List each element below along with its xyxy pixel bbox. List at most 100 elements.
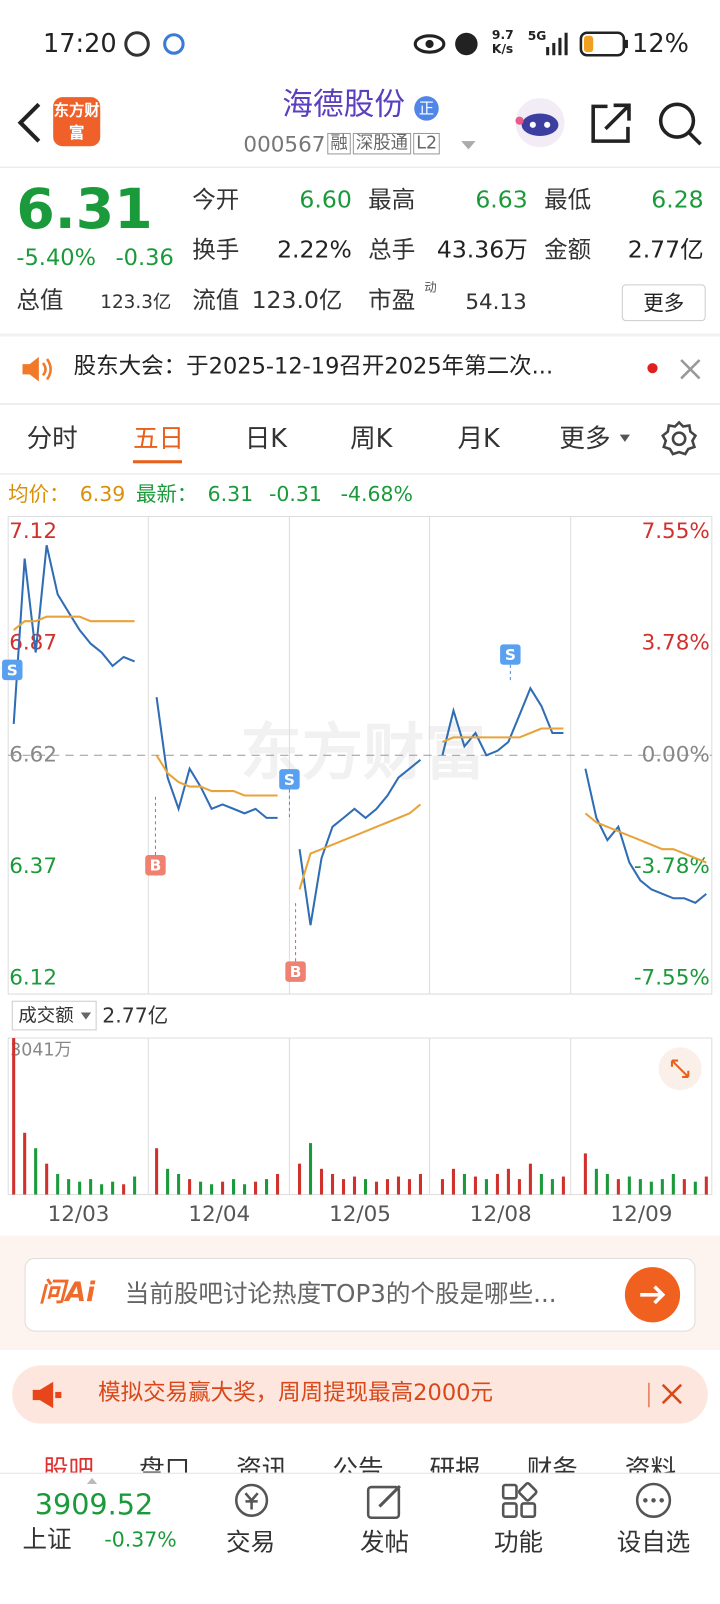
sub-tab[interactable]: 研报	[429, 1454, 481, 1473]
function-icon[interactable]	[497, 1481, 542, 1522]
volume-bar	[495, 1173, 499, 1195]
trade-marker	[145, 855, 166, 876]
tab[interactable]: 月K	[457, 423, 500, 454]
notice-text[interactable]: 股东大会：于2025-12-19召开2025年第二次...	[73, 353, 554, 380]
signal-battery	[546, 31, 628, 57]
volume-bar	[188, 1179, 192, 1195]
volume-bar	[308, 1143, 313, 1195]
nav-item[interactable]: 交易	[226, 1527, 276, 1557]
volume-bar	[319, 1168, 324, 1195]
x-tick-label: 12/09	[611, 1202, 673, 1227]
volume-bar	[34, 1148, 38, 1195]
sub-tab[interactable]: 资讯	[236, 1454, 288, 1473]
nav-arrow	[86, 1477, 98, 1484]
tab[interactable]: 日K	[244, 423, 288, 454]
volume-total: 2.77亿	[102, 1004, 168, 1028]
post-icon[interactable]	[363, 1481, 408, 1522]
volume-label[interactable]: 成交额	[18, 1006, 73, 1027]
ai-brand: 问Ai	[38, 1277, 96, 1309]
nav-item[interactable]: 功能	[493, 1527, 544, 1557]
volume-selector[interactable]	[11, 1000, 97, 1031]
share-button[interactable]	[589, 100, 634, 145]
latest-change: -0.31	[268, 481, 322, 507]
promo-banner[interactable]	[12, 1365, 708, 1424]
index-name[interactable]: 上证	[22, 1524, 72, 1554]
day-dividers	[147, 516, 572, 1195]
volume-bar	[627, 1176, 631, 1195]
volume-tick-label: 3041万	[10, 1040, 72, 1060]
avg-label: 均价：	[8, 481, 70, 507]
y-tick-label: 6.12	[9, 966, 57, 991]
field-value: 54.13	[465, 289, 527, 314]
volume-bar	[111, 1181, 115, 1195]
volume-bar	[100, 1184, 104, 1195]
status-icons	[413, 32, 478, 56]
app-logo[interactable]: 东方财富	[53, 97, 101, 147]
change-pct: -5.40%	[16, 245, 96, 272]
tag: 深股通	[352, 132, 412, 155]
close-promo[interactable]	[661, 1383, 684, 1406]
sub-tab[interactable]: 资料	[624, 1454, 677, 1473]
volume-bar	[550, 1179, 554, 1195]
volume-bar	[704, 1176, 708, 1195]
sub-tab[interactable]: 公告	[332, 1454, 384, 1473]
dropdown-arrow[interactable]	[460, 139, 476, 151]
nav-item[interactable]: 设自选	[616, 1527, 691, 1557]
volume-bar	[682, 1179, 686, 1195]
volume-bar	[254, 1181, 258, 1195]
back-button[interactable]	[14, 100, 45, 145]
volume-bar	[407, 1179, 412, 1195]
net-speed-unit: K/s	[491, 41, 514, 57]
assistant-icon[interactable]	[511, 96, 568, 149]
ai-send-button[interactable]	[624, 1266, 681, 1323]
field-label: 最高	[368, 187, 416, 214]
trade-marker	[279, 769, 300, 790]
trade-icon[interactable]	[229, 1481, 274, 1522]
dropdown-arrow	[619, 434, 631, 442]
status-icons-left	[124, 31, 185, 57]
promo-text[interactable]: 模拟交易赢大奖，周周提现最高2000元	[98, 1380, 493, 1407]
sub-tab[interactable]: 盘口	[139, 1454, 191, 1473]
pe-superscript: 动	[424, 280, 437, 295]
trade-marker-label: B	[290, 963, 302, 981]
volume-bar	[594, 1168, 598, 1195]
search-button[interactable]	[657, 100, 704, 147]
more-button[interactable]: 更多	[621, 284, 706, 322]
y-tick-label: 7.12	[9, 519, 57, 544]
volume-bar	[616, 1179, 620, 1195]
volume-bar	[473, 1176, 477, 1195]
last-price: 6.31	[16, 176, 153, 242]
field-value: 6.28	[651, 187, 704, 214]
ai-input[interactable]	[24, 1257, 696, 1332]
field-label: 总值	[16, 287, 64, 314]
field-label: 金额	[544, 237, 592, 264]
sub-tab[interactable]: 股吧	[42, 1454, 95, 1473]
index-value[interactable]: 3909.52	[34, 1488, 154, 1522]
volume-bar	[352, 1176, 357, 1195]
divider	[0, 333, 720, 337]
tab-active[interactable]: 五日	[132, 423, 185, 454]
index-change[interactable]: -0.37%	[104, 1526, 177, 1552]
tag: L2	[413, 132, 441, 155]
tab[interactable]: 分时	[26, 423, 78, 454]
tab[interactable]: 周K	[350, 423, 393, 454]
field-value: 43.36万	[436, 237, 528, 264]
dropdown-arrow	[80, 1012, 92, 1020]
tab[interactable]: 更多	[559, 423, 611, 454]
five-day-chart: 东方财富 成交额 2.77亿 7.126.876.626.376.127.55%…	[2, 515, 713, 1227]
trade-marker	[500, 644, 521, 665]
field-value: 6.63	[475, 187, 528, 214]
trade-marker	[2, 659, 23, 681]
volume-bar	[440, 1179, 444, 1195]
close-notice[interactable]	[679, 358, 702, 381]
ai-prompt[interactable]: 当前股吧讨论热度TOP3的个股是哪些...	[124, 1279, 557, 1309]
volume-bar	[693, 1181, 697, 1195]
volume-bar	[243, 1184, 247, 1195]
settings-button[interactable]	[660, 419, 699, 458]
nav-item[interactable]: 发帖	[360, 1527, 410, 1557]
y2-tick-label: 0.00%	[642, 742, 710, 767]
watchlist-icon[interactable]	[631, 1481, 676, 1522]
volume-bar	[210, 1184, 214, 1195]
sub-tab[interactable]: 财务	[526, 1454, 578, 1473]
